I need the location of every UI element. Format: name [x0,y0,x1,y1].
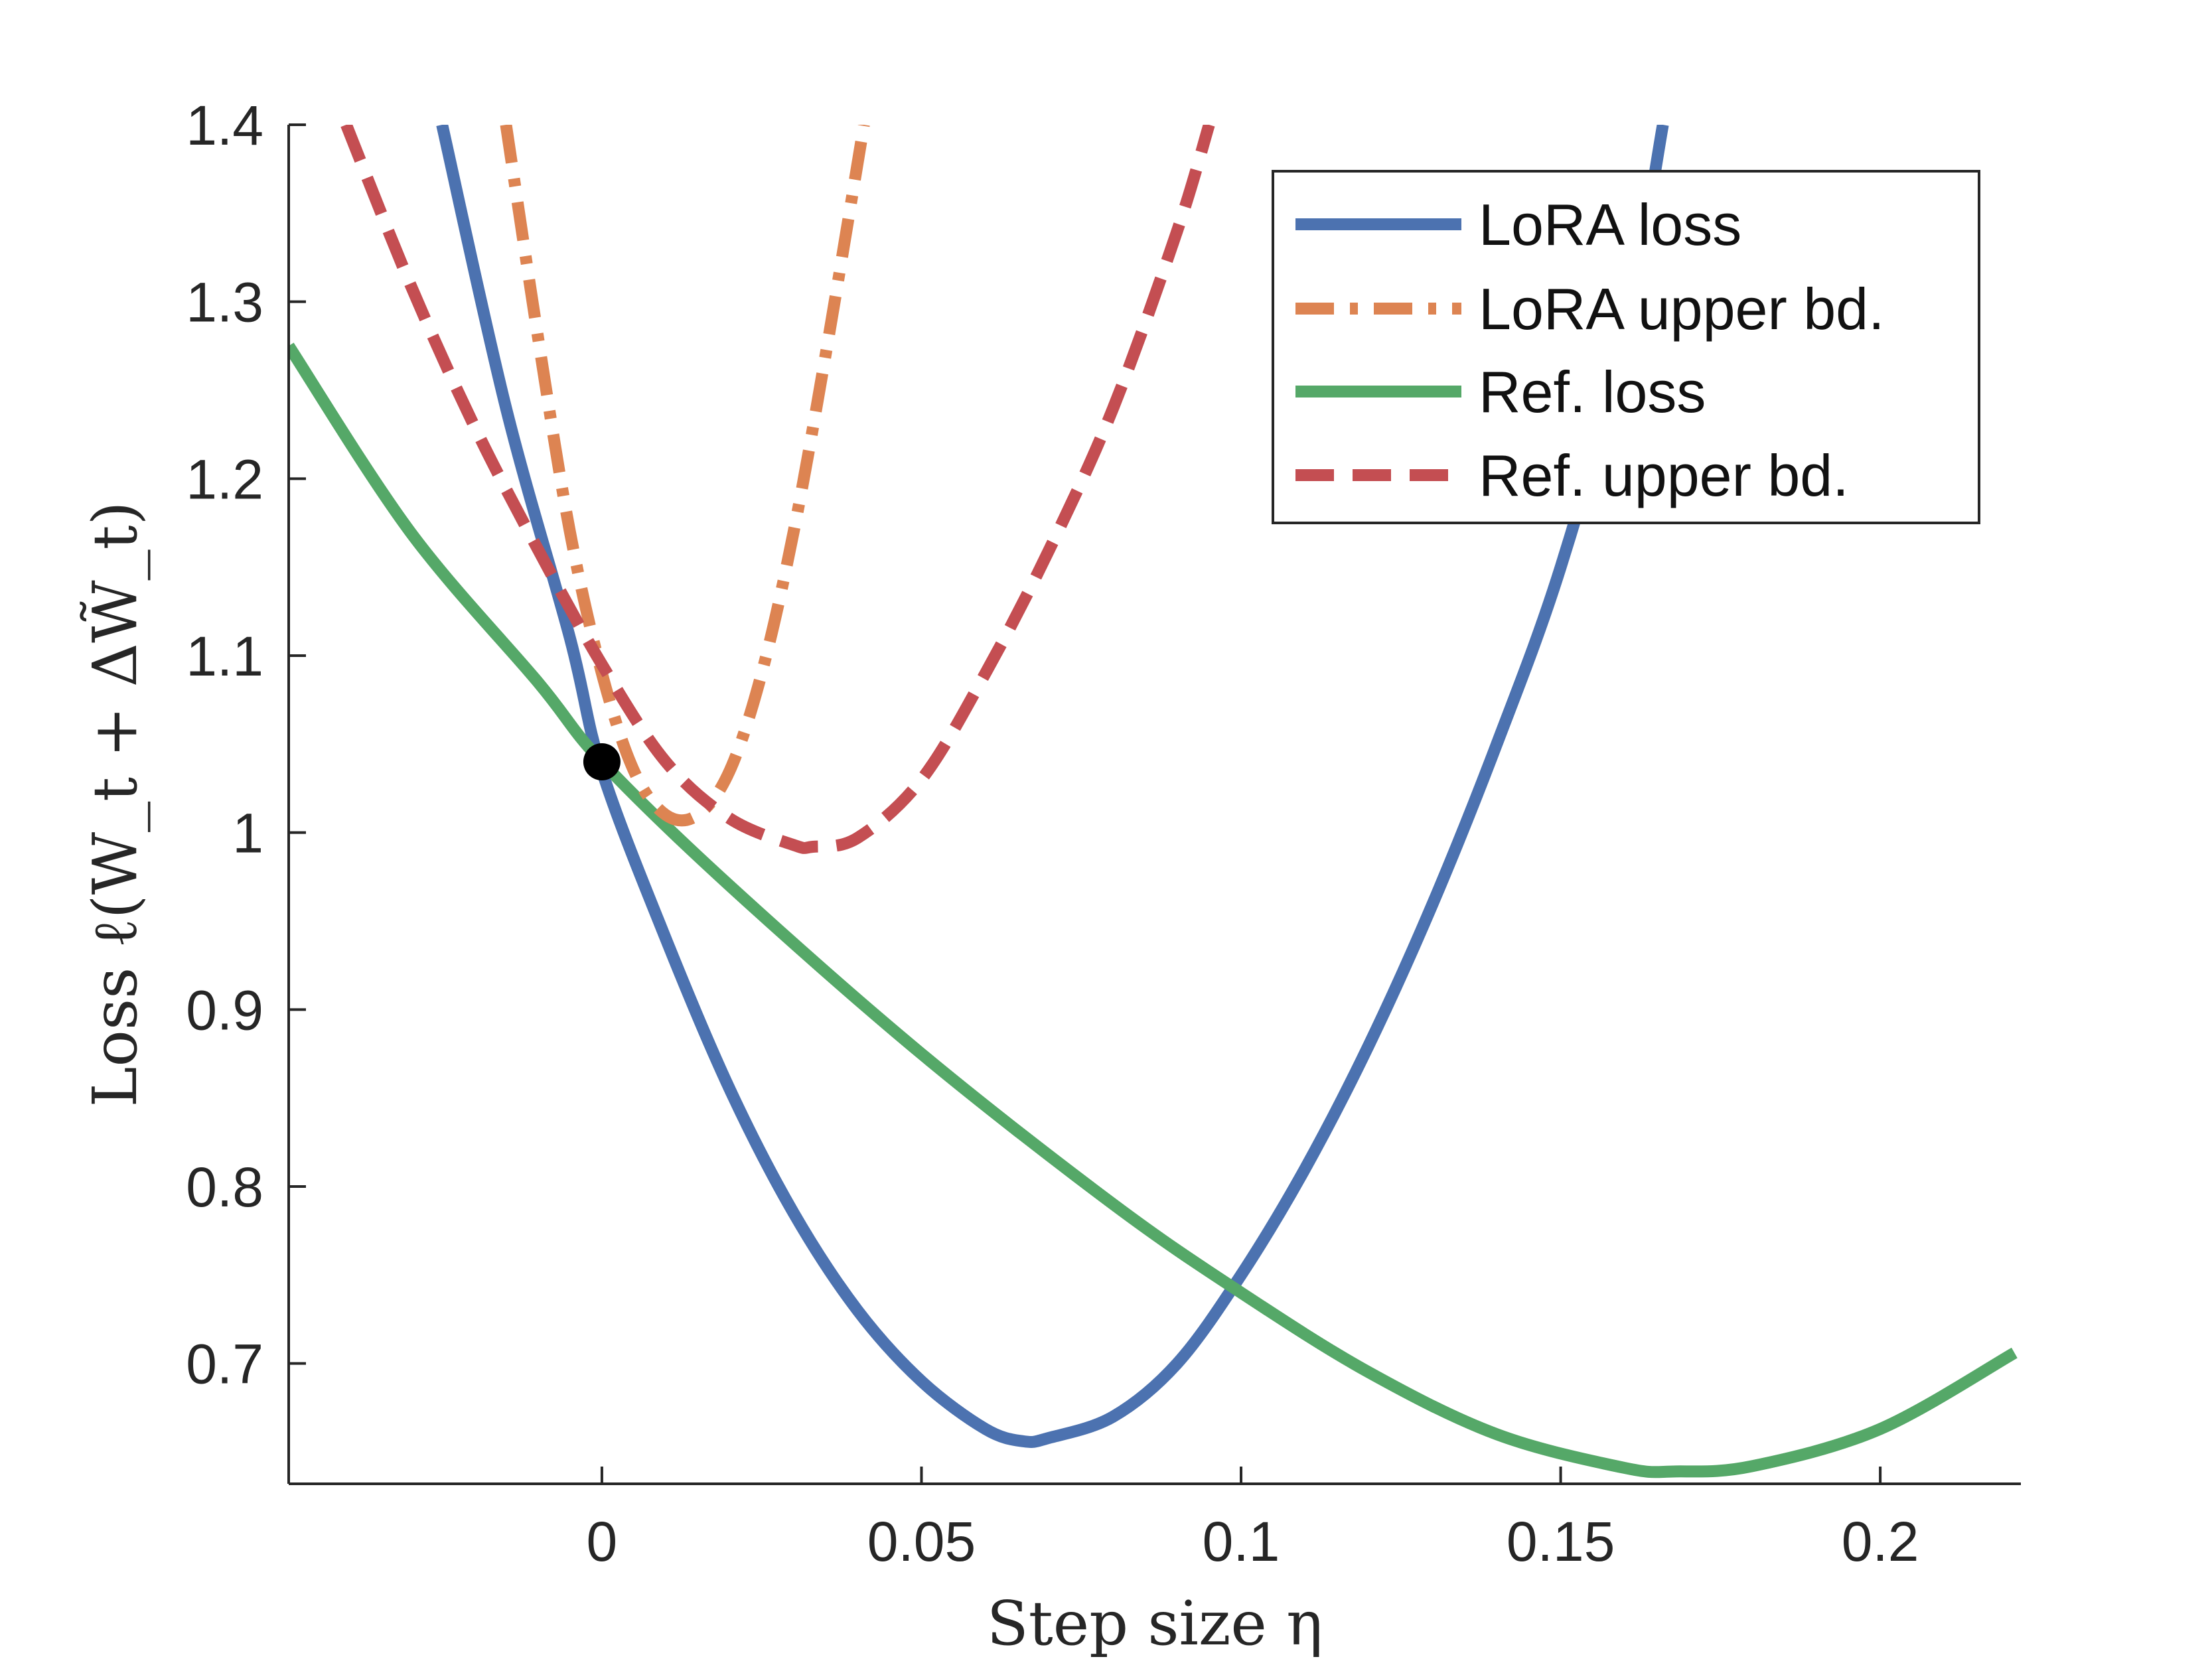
y-tick-label: 1.4 [186,94,263,157]
y-axis-ticks: 0.7 0.8 0.9 1 1.1 1.2 1.3 1.4 [186,94,306,1396]
x-tick-label: 0 [587,1510,618,1573]
y-axis-label: Loss ℓ(W_t + ΔW̃_t) [80,501,151,1107]
y-tick-label: 0.7 [186,1333,263,1396]
x-tick-label: 0.05 [867,1510,976,1573]
legend-label-lora-upper-bd: LoRA upper bd. [1479,276,1885,342]
legend: LoRA loss LoRA upper bd. Ref. loss Ref. … [1272,170,1980,524]
x-axis-label: Step size η [987,1588,1323,1659]
legend-label-ref-upper-bd: Ref. upper bd. [1479,443,1849,508]
y-tick-label: 1.3 [186,271,263,334]
x-tick-label: 0.2 [1842,1510,1919,1573]
y-tick-label: 1 [232,802,263,865]
y-tick-label: 0.9 [186,979,263,1041]
x-tick-label: 0.15 [1507,1510,1615,1573]
y-tick-label: 1.2 [186,448,263,510]
y-tick-label: 0.8 [186,1156,263,1218]
legend-label-lora-loss: LoRA loss [1479,192,1741,257]
legend-label-ref-loss: Ref. loss [1479,359,1706,425]
x-axis-ticks: 0 0.05 0.1 0.15 0.2 [587,1467,1919,1573]
series-ref-loss-line [289,342,2018,1479]
start-point-marker [583,743,621,780]
x-tick-label: 0.1 [1203,1510,1280,1573]
axes [287,125,2021,1485]
series-lora-upper-bd-line [500,125,870,827]
y-tick-label: 1.1 [186,625,263,687]
series-ref-upper-bd-line [340,125,1215,854]
